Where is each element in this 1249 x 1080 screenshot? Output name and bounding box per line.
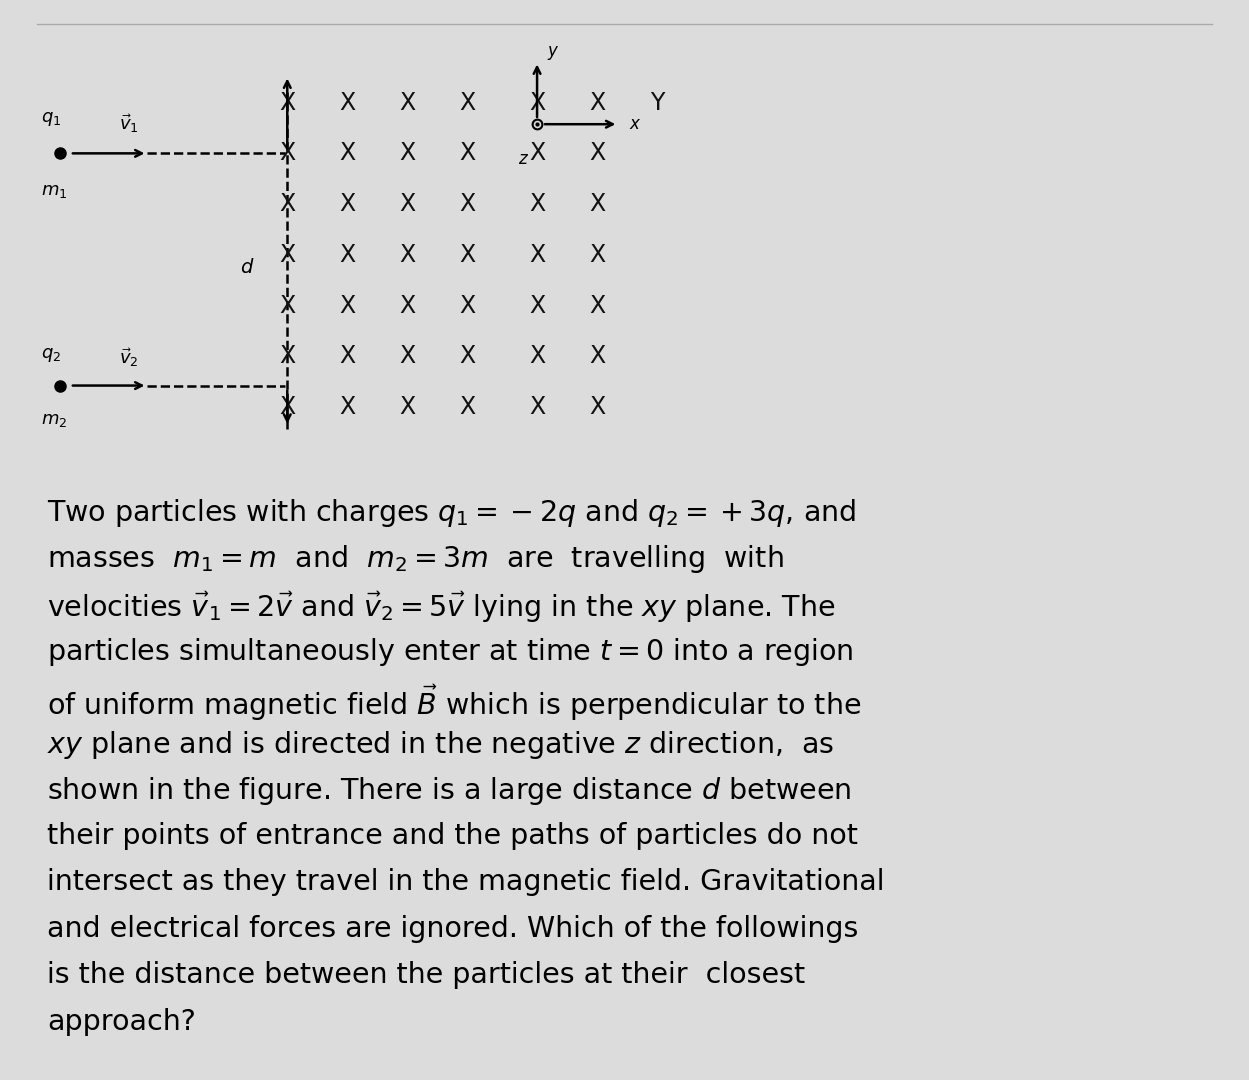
Text: X: X [340, 345, 355, 368]
Text: X: X [280, 395, 295, 419]
Text: X: X [400, 294, 415, 318]
Text: X: X [400, 91, 415, 114]
Text: X: X [590, 345, 605, 368]
Text: X: X [280, 192, 295, 216]
Text: X: X [530, 294, 545, 318]
Text: particles simultaneously enter at time $t = 0$ into a region: particles simultaneously enter at time $… [47, 636, 854, 669]
Text: X: X [280, 243, 295, 267]
Text: $xy$ plane and is directed in the negative $z$ direction,  as: $xy$ plane and is directed in the negati… [47, 729, 834, 761]
Text: masses  $m_1 = m$  and  $m_2 = 3m$  are  travelling  with: masses $m_1 = m$ and $m_2 = 3m$ are trav… [47, 543, 784, 576]
Text: z: z [517, 150, 527, 167]
Text: their points of entrance and the paths of particles do not: their points of entrance and the paths o… [47, 822, 858, 850]
Text: X: X [590, 192, 605, 216]
Text: is the distance between the particles at their  closest: is the distance between the particles at… [47, 961, 806, 989]
Text: X: X [460, 91, 475, 114]
Text: X: X [340, 294, 355, 318]
Text: X: X [590, 243, 605, 267]
Text: X: X [400, 141, 415, 165]
Text: X: X [280, 294, 295, 318]
Text: X: X [530, 243, 545, 267]
Text: X: X [280, 345, 295, 368]
Text: X: X [280, 141, 295, 165]
Text: $m_1$: $m_1$ [41, 183, 67, 200]
Text: X: X [460, 243, 475, 267]
Text: X: X [340, 91, 355, 114]
Text: X: X [400, 243, 415, 267]
Text: X: X [460, 395, 475, 419]
Text: intersect as they travel in the magnetic field. Gravitational: intersect as they travel in the magnetic… [47, 868, 886, 896]
Text: X: X [340, 243, 355, 267]
Text: y: y [547, 42, 557, 59]
Text: X: X [340, 395, 355, 419]
Text: X: X [590, 294, 605, 318]
Text: $d$: $d$ [240, 258, 255, 278]
Text: X: X [400, 192, 415, 216]
Text: X: X [400, 345, 415, 368]
Text: X: X [590, 395, 605, 419]
Text: X: X [530, 345, 545, 368]
Text: X: X [340, 192, 355, 216]
Text: and electrical forces are ignored. Which of the followings: and electrical forces are ignored. Which… [47, 915, 859, 943]
Text: $q_1$: $q_1$ [41, 110, 61, 127]
Text: X: X [460, 294, 475, 318]
Text: velocities $\vec{v}_1 = 2\vec{v}$ and $\vec{v}_2 = 5\vec{v}$ lying in the $xy$ p: velocities $\vec{v}_1 = 2\vec{v}$ and $\… [47, 590, 836, 625]
Text: X: X [460, 141, 475, 165]
Text: shown in the figure. There is a large distance $d$ between: shown in the figure. There is a large di… [47, 775, 852, 808]
Text: Y: Y [649, 91, 664, 114]
Text: X: X [530, 91, 545, 114]
Text: approach?: approach? [47, 1008, 196, 1036]
Text: X: X [460, 192, 475, 216]
Text: X: X [590, 141, 605, 165]
Text: X: X [280, 91, 295, 114]
Text: X: X [530, 192, 545, 216]
Text: X: X [590, 91, 605, 114]
Text: Two particles with charges $q_1 = -2q$ and $q_2 = +3q$, and: Two particles with charges $q_1 = -2q$ a… [47, 497, 857, 529]
Text: x: x [629, 116, 639, 133]
Text: $\vec{v}_2$: $\vec{v}_2$ [119, 346, 139, 369]
Text: X: X [530, 141, 545, 165]
Text: $\vec{v}_1$: $\vec{v}_1$ [119, 111, 139, 135]
Text: X: X [340, 141, 355, 165]
Text: of uniform magnetic field $\vec{B}$ which is perpendicular to the: of uniform magnetic field $\vec{B}$ whic… [47, 683, 862, 723]
Text: X: X [530, 395, 545, 419]
Text: $m_2$: $m_2$ [41, 411, 67, 429]
Text: X: X [460, 345, 475, 368]
Text: X: X [400, 395, 415, 419]
Text: $q_2$: $q_2$ [41, 347, 61, 364]
